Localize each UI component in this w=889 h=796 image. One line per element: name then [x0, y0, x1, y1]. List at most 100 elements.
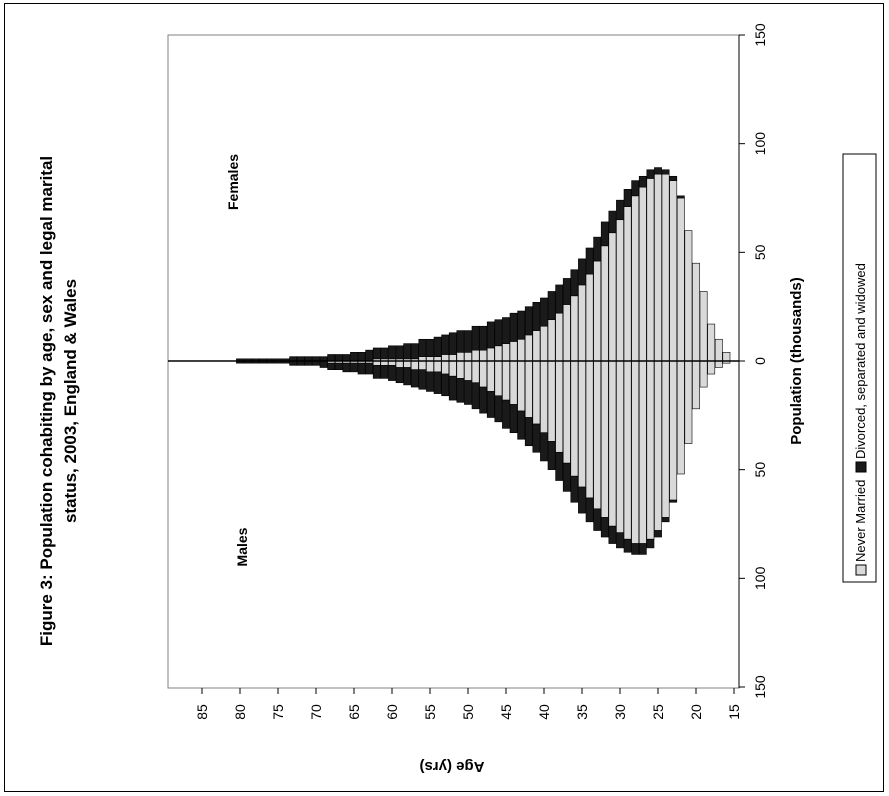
bar-males-never-married-age-18 [707, 360, 716, 375]
age-tick-label: 45 [498, 704, 514, 720]
bar-males-divorced-separated-and-widowed-age-42 [524, 417, 533, 447]
bar-females-never-married-age-50 [464, 352, 472, 362]
bar-females-never-married-age-34 [585, 273, 594, 362]
females-annotation: Females [225, 154, 241, 210]
legend-label-never-married: Never Married [853, 480, 868, 562]
bar-males-divorced-separated-and-widowed-age-67 [334, 362, 343, 370]
bar-females-never-married-age-24 [661, 173, 670, 362]
bar-females-never-married-age-30 [616, 219, 624, 362]
population-tick-label: 100 [752, 132, 768, 156]
bar-males-divorced-separated-and-widowed-age-69 [319, 360, 328, 368]
population-tick-label: 50 [752, 244, 768, 260]
bar-males-divorced-separated-and-widowed-age-63 [365, 362, 374, 375]
bar-males-divorced-separated-and-widowed-age-30 [616, 532, 624, 549]
bar-males-divorced-separated-and-widowed-age-49 [471, 382, 480, 410]
bar-females-never-married-age-53 [441, 354, 450, 362]
bar-females-divorced-separated-and-widowed-age-35 [578, 258, 586, 286]
bar-females-divorced-separated-and-widowed-age-53 [441, 334, 450, 355]
bar-females-divorced-separated-and-widowed-age-46 [494, 319, 503, 347]
bar-males-never-married-age-40 [540, 360, 548, 434]
bar-males-divorced-separated-and-widowed-age-52 [448, 375, 457, 401]
bar-females-divorced-separated-and-widowed-age-66 [342, 354, 351, 362]
bar-females-divorced-separated-and-widowed-age-39 [547, 291, 556, 321]
bar-males-divorced-separated-and-widowed-age-45 [502, 399, 510, 429]
males-annotation: Males [234, 527, 250, 566]
bar-males-divorced-separated-and-widowed-age-34 [585, 497, 594, 523]
legend-swatch-divorced [855, 461, 867, 473]
population-tick-label: 150 [752, 23, 768, 47]
age-tick-label: 55 [422, 704, 438, 720]
bar-females-divorced-separated-and-widowed-age-29 [623, 189, 632, 207]
bar-males-divorced-separated-and-widowed-age-64 [357, 362, 366, 375]
legend: Never Married Divorced, separated and wi… [842, 153, 877, 583]
bar-males-never-married-age-46 [494, 360, 503, 397]
bar-females-never-married-age-19 [699, 291, 708, 362]
bar-males-never-married-age-51 [456, 360, 465, 379]
bar-females-divorced-separated-and-widowed-age-42 [524, 306, 533, 336]
bar-males-never-married-age-42 [524, 360, 533, 418]
bar-females-divorced-separated-and-widowed-age-59 [395, 345, 404, 360]
bar-females-divorced-separated-and-widowed-age-23 [669, 175, 678, 181]
bar-males-never-married-age-44 [509, 360, 518, 405]
bar-males-never-married-age-19 [699, 360, 708, 388]
bar-males-divorced-separated-and-widowed-age-33 [593, 508, 602, 531]
bar-males-never-married-age-31 [608, 360, 617, 527]
bar-females-divorced-separated-and-widowed-age-22 [676, 195, 685, 199]
bar-females-divorced-separated-and-widowed-age-34 [585, 247, 594, 275]
population-axis-ticks: 150 100 50 0 50 100 150 [739, 23, 768, 699]
bar-females-never-married-age-27 [638, 186, 647, 362]
bar-males-never-married-age-21 [684, 360, 693, 444]
bar-females-divorced-separated-and-widowed-age-41 [532, 302, 541, 331]
bar-males-divorced-separated-and-widowed-age-32 [600, 517, 609, 538]
population-tick-label: 50 [752, 462, 768, 478]
bar-females-divorced-separated-and-widowed-age-25 [654, 167, 662, 175]
bar-females-divorced-separated-and-widowed-age-30 [616, 199, 624, 221]
bar-males-divorced-separated-and-widowed-age-24 [661, 517, 670, 523]
bar-males-never-married-age-24 [661, 360, 670, 518]
bar-females-divorced-separated-and-widowed-age-24 [661, 169, 670, 175]
bar-males-never-married-age-58 [403, 360, 412, 368]
age-tick-label: 25 [650, 704, 666, 720]
bar-males-never-married-age-36 [570, 360, 579, 477]
bar-males-never-married-age-55 [426, 360, 434, 373]
bar-males-divorced-separated-and-widowed-age-57 [410, 369, 419, 388]
bar-males-never-married-age-57 [410, 360, 419, 370]
y-axis-title: Age (yrs) [419, 758, 484, 775]
bar-females-never-married-age-28 [631, 195, 640, 362]
bar-females-never-married-age-17 [714, 338, 723, 362]
bar-females-divorced-separated-and-widowed-age-67 [334, 354, 343, 362]
chart-title-line-2: status, 2003, England & Wales [61, 279, 80, 523]
bar-males-divorced-separated-and-widowed-age-38 [555, 451, 564, 481]
bar-males-divorced-separated-and-widowed-age-48 [479, 386, 488, 414]
bar-females-divorced-separated-and-widowed-age-60 [388, 345, 396, 360]
bar-males-never-married-age-25 [654, 360, 662, 531]
bar-females-never-married-age-26 [646, 178, 655, 362]
bar-females-never-married-age-36 [570, 295, 579, 362]
bar-females-divorced-separated-and-widowed-age-32 [600, 221, 609, 247]
population-tick-label: 150 [752, 675, 768, 699]
bar-males-divorced-separated-and-widowed-age-28 [631, 543, 640, 555]
bar-females-divorced-separated-and-widowed-age-65 [350, 352, 358, 362]
bar-females-never-married-age-44 [509, 341, 518, 362]
bar-males-divorced-separated-and-widowed-age-53 [441, 373, 450, 397]
age-tick-label: 50 [460, 704, 476, 720]
bar-females-divorced-separated-and-widowed-age-27 [638, 175, 647, 188]
bar-males-never-married-age-56 [418, 360, 427, 370]
bar-females-divorced-separated-and-widowed-age-57 [410, 343, 419, 360]
bar-females-divorced-separated-and-widowed-age-37 [562, 278, 571, 305]
x-axis-title: Population (thousands) [788, 277, 805, 444]
bar-females-divorced-separated-and-widowed-age-50 [464, 330, 472, 353]
bar-males-never-married-age-39 [547, 360, 556, 442]
bar-males-never-married-age-17 [714, 360, 723, 368]
bar-males-divorced-separated-and-widowed-age-54 [433, 371, 442, 394]
bar-females-divorced-separated-and-widowed-age-43 [517, 310, 526, 340]
bar-males-never-married-age-53 [441, 360, 450, 375]
bar-females-divorced-separated-and-widowed-age-56 [418, 338, 427, 357]
bar-males-never-married-age-49 [471, 360, 480, 384]
age-tick-label: 20 [688, 704, 704, 720]
bar-males-never-married-age-48 [479, 360, 488, 388]
bar-males-never-married-age-35 [578, 360, 586, 488]
bar-males-never-married-age-34 [585, 360, 594, 499]
bar-females-never-married-age-45 [502, 343, 510, 362]
